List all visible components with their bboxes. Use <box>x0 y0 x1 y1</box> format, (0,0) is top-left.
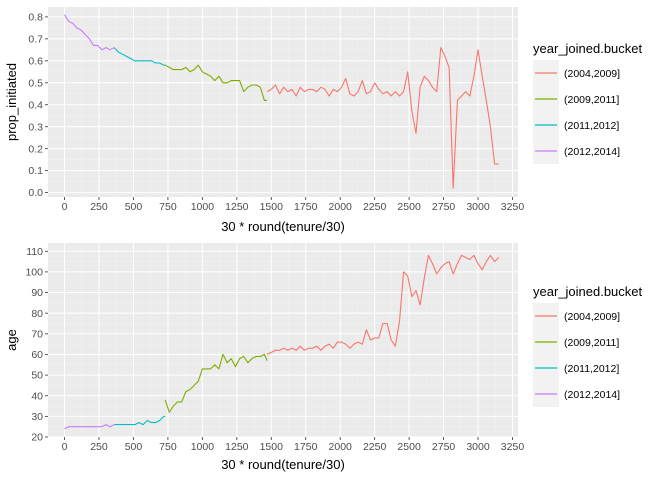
series-line <box>64 424 115 430</box>
legend-label: (2004,2009] <box>564 311 620 323</box>
y-tick-label: 90 <box>31 287 43 299</box>
series-line <box>164 353 268 413</box>
x-tick-label: 250 <box>90 441 108 453</box>
x-tick-label: 750 <box>159 201 177 213</box>
x-tick-label: 0 <box>62 201 68 213</box>
y-tick-label: 40 <box>31 390 43 402</box>
y-tick-label: 0.1 <box>28 165 43 177</box>
legend: year_joined.bucket (2004,2009] (2009,2011]… <box>533 284 643 407</box>
y-tick-label: 0.4 <box>28 99 43 111</box>
plot-2: 0 250 500 750 1000 1250 1500 1750 2000 2250 2500 27… <box>4 243 643 472</box>
y-axis-title: age <box>4 329 19 351</box>
series-line <box>266 254 500 355</box>
y-tick-label: 100 <box>25 266 43 278</box>
legend-label: (2009,2011] <box>564 94 619 106</box>
series-line <box>114 415 166 426</box>
y-tick-label: 70 <box>31 328 43 340</box>
x-tick-label: 1500 <box>260 201 284 213</box>
legend-label: (2004,2009] <box>564 68 620 80</box>
x-tick-label: 500 <box>125 441 143 453</box>
x-tick-label: 250 <box>90 201 108 213</box>
legend-label: (2012,2014] <box>564 146 620 158</box>
legend-title: year_joined.bucket <box>533 41 643 56</box>
y-tick-label: 0.7 <box>28 33 43 45</box>
x-axis-title: 30 * round(tenure/30) <box>221 457 345 472</box>
plot-panel <box>48 243 518 437</box>
series-line <box>266 47 499 189</box>
y-tick-label: 80 <box>31 308 43 320</box>
x-tick-label: 3250 <box>501 201 525 213</box>
x-tick-label: 1500 <box>260 441 284 453</box>
x-tick-label: 2250 <box>363 201 387 213</box>
y-tick-label: 0.5 <box>28 77 43 89</box>
x-tick-label: 3000 <box>466 201 490 213</box>
y-tick-label: 0.3 <box>28 121 43 133</box>
y-tick-label: 50 <box>31 370 43 382</box>
y-tick-label: 110 <box>26 246 43 258</box>
plot-panel <box>48 7 518 197</box>
x-tick-label: 2250 <box>363 441 387 453</box>
x-tick-label: 3250 <box>501 441 525 453</box>
x-tick-label: 3000 <box>466 441 490 453</box>
x-tick-label: 1000 <box>191 201 215 213</box>
y-tick-label: 20 <box>31 432 43 444</box>
legend-label: (2011,2012] <box>564 120 619 132</box>
y-tick-label: 60 <box>31 349 43 361</box>
x-axis-title: 30 * round(tenure/30) <box>221 219 345 234</box>
x-tick-label: 1250 <box>225 201 249 213</box>
legend-label: (2009,2011] <box>564 337 619 349</box>
x-tick-label: 0 <box>62 441 68 453</box>
legend-label: (2012,2014] <box>564 389 620 401</box>
legend: year_joined.bucket (2004,2009] (2009,2011]… <box>533 41 643 164</box>
x-tick-label: 500 <box>125 201 143 213</box>
x-tick-label: 2750 <box>432 201 456 213</box>
x-tick-label: 750 <box>159 441 177 453</box>
legend-label: (2011,2012] <box>564 363 619 375</box>
x-tick-label: 2500 <box>397 441 421 453</box>
series-line <box>64 14 115 51</box>
x-tick-label: 2750 <box>432 441 456 453</box>
series-line <box>113 47 166 66</box>
y-tick-label: 0.8 <box>28 11 43 23</box>
y-tick-label: 0.0 <box>28 187 43 199</box>
y-tick-label: 30 <box>31 411 43 423</box>
x-tick-label: 2000 <box>329 201 353 213</box>
x-tick-label: 1250 <box>225 441 249 453</box>
y-tick-label: 0.6 <box>28 55 43 67</box>
plot-1: 0 250 500 750 1000 1250 1500 1750 2000 2250 2500 27… <box>4 7 643 234</box>
x-tick-label: 1750 <box>294 441 318 453</box>
series-line <box>164 64 268 101</box>
x-tick-label: 2500 <box>397 201 421 213</box>
x-tick-label: 1750 <box>294 201 318 213</box>
y-axis-title: prop_initiated <box>4 63 19 141</box>
x-tick-label: 1000 <box>191 441 215 453</box>
x-tick-label: 2000 <box>329 441 353 453</box>
legend-title: year_joined.bucket <box>533 284 643 299</box>
y-tick-label: 0.2 <box>28 143 43 155</box>
